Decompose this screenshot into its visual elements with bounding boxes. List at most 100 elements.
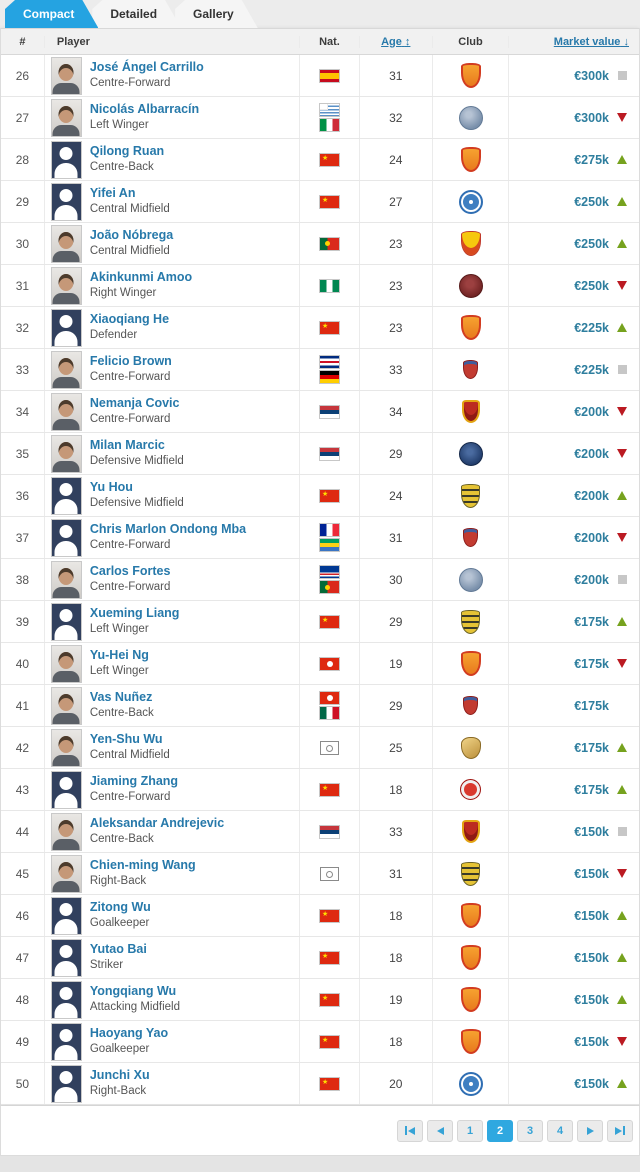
- player-position: Defender: [89, 329, 138, 342]
- player-age: 25: [389, 740, 403, 755]
- player-photo[interactable]: [50, 266, 82, 305]
- player-name-link[interactable]: Zitong Wu: [89, 900, 151, 915]
- player-name-link[interactable]: Carlos Fortes: [89, 564, 171, 579]
- player-silhouette[interactable]: [50, 1022, 82, 1061]
- pagination-last-button[interactable]: [607, 1119, 633, 1142]
- player-name-link[interactable]: Junchi Xu: [89, 1068, 150, 1083]
- tab-detailed[interactable]: Detailed: [92, 0, 181, 28]
- player-name-link[interactable]: Aleksandar Andrejevic: [89, 816, 225, 831]
- market-value-sort-link[interactable]: Market value ↓: [554, 36, 629, 48]
- player-photo[interactable]: [50, 56, 82, 95]
- pagination-prev-button[interactable]: [427, 1119, 453, 1142]
- tab-gallery[interactable]: Gallery: [175, 0, 258, 28]
- player-name-link[interactable]: Xueming Liang: [89, 606, 180, 621]
- player-silhouette[interactable]: [50, 182, 82, 221]
- red-circle-club-badge-icon[interactable]: [460, 779, 482, 800]
- pagination-page-2[interactable]: 2: [487, 1119, 513, 1142]
- player-silhouette[interactable]: [50, 980, 82, 1019]
- player-photo[interactable]: [50, 644, 82, 683]
- orange-shield-club-badge-icon[interactable]: [460, 315, 481, 340]
- player-silhouette[interactable]: [50, 770, 82, 809]
- rank-number: 26: [15, 68, 30, 83]
- player-silhouette[interactable]: [50, 1064, 82, 1103]
- player-photo[interactable]: [50, 854, 82, 893]
- tab-bar: Compact Detailed Gallery: [0, 0, 640, 28]
- player-name-link[interactable]: João Nóbrega: [89, 228, 174, 243]
- pagination-next-button[interactable]: [577, 1119, 603, 1142]
- player-silhouette[interactable]: [50, 140, 82, 179]
- player-photo[interactable]: [50, 224, 82, 263]
- player-photo[interactable]: [50, 560, 82, 599]
- player-name-link[interactable]: Yu Hou: [89, 480, 133, 495]
- player-name-link[interactable]: Nemanja Covic: [89, 396, 180, 411]
- trend-steady-icon: [617, 365, 627, 374]
- player-name-link[interactable]: Felicio Brown: [89, 354, 172, 369]
- pagination-page-4[interactable]: 4: [547, 1119, 573, 1142]
- player-name-link[interactable]: Qilong Ruan: [89, 144, 165, 159]
- orange-shield-club-badge-icon[interactable]: [460, 1029, 481, 1054]
- yellow-black-shield-club-badge-icon[interactable]: [461, 483, 481, 508]
- table-row: 37 Chris Marlon Ondong Mba Centre-Forwar…: [1, 517, 639, 559]
- red-crest-club-badge-icon[interactable]: [463, 696, 479, 715]
- red-yellow-crest-club-badge-icon[interactable]: [461, 400, 480, 423]
- pagination-first-button[interactable]: [397, 1119, 423, 1142]
- player-name-link[interactable]: Yutao Bai: [89, 942, 147, 957]
- red-crest-club-badge-icon[interactable]: [463, 360, 479, 379]
- player-name-link[interactable]: Yu-Hei Ng: [89, 648, 149, 663]
- orange-shield-club-badge-icon[interactable]: [460, 147, 481, 172]
- player-age: 23: [389, 236, 403, 251]
- orange-shield-club-badge-icon[interactable]: [460, 903, 481, 928]
- china-flag-icon: [319, 1077, 339, 1090]
- player-name-link[interactable]: Yifei An: [89, 186, 136, 201]
- player-name-link[interactable]: Yongqiang Wu: [89, 984, 177, 999]
- player-name-link[interactable]: Haoyang Yao: [89, 1026, 169, 1041]
- gold-crest-club-badge-icon[interactable]: [460, 736, 481, 759]
- player-silhouette[interactable]: [50, 476, 82, 515]
- player-silhouette[interactable]: [50, 308, 82, 347]
- blue-circle-club-badge-icon[interactable]: [458, 189, 483, 214]
- player-name-link[interactable]: Nicolás Albarracín: [89, 102, 200, 117]
- player-photo[interactable]: [50, 434, 82, 473]
- yellow-red-shield-club-badge-icon[interactable]: [460, 231, 481, 256]
- pagination-page-1[interactable]: 1: [457, 1119, 483, 1142]
- orange-shield-club-badge-icon[interactable]: [460, 63, 481, 88]
- orange-shield-club-badge-icon[interactable]: [460, 651, 481, 676]
- market-value: €150k: [574, 866, 609, 881]
- player-silhouette[interactable]: [50, 938, 82, 977]
- player-photo[interactable]: [50, 728, 82, 767]
- pagination-page-3[interactable]: 3: [517, 1119, 543, 1142]
- player-photo[interactable]: [50, 686, 82, 725]
- slate-circle-club-badge-icon[interactable]: [458, 105, 483, 130]
- darkred-circle-club-badge-icon[interactable]: [458, 273, 483, 298]
- navy-circle-club-badge-icon[interactable]: [458, 441, 483, 466]
- player-name-link[interactable]: Chien-ming Wang: [89, 858, 196, 873]
- player-silhouette[interactable]: [50, 896, 82, 935]
- slate-circle-club-badge-icon[interactable]: [458, 567, 483, 592]
- player-photo[interactable]: [50, 350, 82, 389]
- player-name-link[interactable]: José Ángel Carrillo: [89, 60, 204, 75]
- table-row: 27 Nicolás Albarracín Left Winger 32 €30…: [1, 97, 639, 139]
- player-name-link[interactable]: Chris Marlon Ondong Mba: [89, 522, 247, 537]
- player-silhouette[interactable]: [50, 602, 82, 641]
- player-name-link[interactable]: Xiaoqiang He: [89, 312, 170, 327]
- red-crest-club-badge-icon[interactable]: [463, 528, 479, 547]
- rank-number: 44: [15, 824, 30, 839]
- player-photo[interactable]: [50, 812, 82, 851]
- player-silhouette[interactable]: [50, 518, 82, 557]
- red-yellow-crest-club-badge-icon[interactable]: [461, 820, 480, 843]
- orange-shield-club-badge-icon[interactable]: [460, 945, 481, 970]
- placeholder-flag-icon: [320, 867, 338, 880]
- yellow-black-shield-club-badge-icon[interactable]: [461, 861, 481, 886]
- player-name-link[interactable]: Vas Nuñez: [89, 690, 153, 705]
- orange-shield-club-badge-icon[interactable]: [460, 987, 481, 1012]
- player-name-link[interactable]: Akinkunmi Amoo: [89, 270, 193, 285]
- player-photo[interactable]: [50, 98, 82, 137]
- player-name-link[interactable]: Jiaming Zhang: [89, 774, 179, 789]
- player-photo[interactable]: [50, 392, 82, 431]
- tab-compact[interactable]: Compact: [5, 0, 98, 28]
- blue-circle-club-badge-icon[interactable]: [458, 1071, 483, 1096]
- player-name-link[interactable]: Yen-Shu Wu: [89, 732, 163, 747]
- age-sort-link[interactable]: Age ↕: [381, 36, 410, 48]
- player-name-link[interactable]: Milan Marcic: [89, 438, 165, 453]
- yellow-black-shield-club-badge-icon[interactable]: [461, 609, 481, 634]
